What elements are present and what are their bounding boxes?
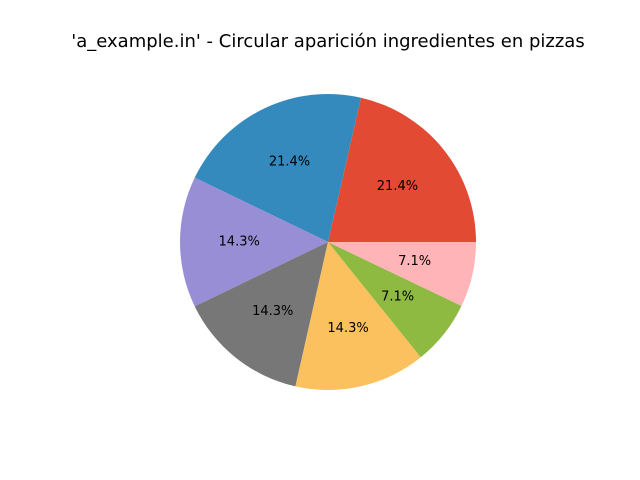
pie-slice-label-1: 21.4% (377, 179, 418, 194)
chart-title: 'a_example.in' - Circular aparición ingr… (71, 31, 585, 52)
pie-slice-2 (194, 94, 361, 242)
pie-slice-4 (194, 242, 328, 387)
pie-slices (180, 94, 476, 390)
pie-slice-5 (295, 242, 421, 390)
pie-labels: 21.4% 21.4% 14.3% 14.3% 14.3% 7.1% 7.1% (219, 154, 432, 336)
pie-slice-6 (328, 242, 462, 358)
pie-slice-label-5: 14.3% (327, 321, 368, 336)
pie-slice-label-7: 7.1% (398, 254, 431, 269)
pie-slice-label-2: 21.4% (269, 154, 310, 169)
pie-slice-label-6: 7.1% (381, 290, 414, 305)
pie-slice-3 (180, 177, 328, 307)
pie-slice-label-4: 14.3% (252, 304, 293, 319)
pie-slice-1 (328, 97, 476, 242)
pie-slice-label-3: 14.3% (219, 235, 260, 250)
pie-slice-7 (328, 242, 476, 306)
